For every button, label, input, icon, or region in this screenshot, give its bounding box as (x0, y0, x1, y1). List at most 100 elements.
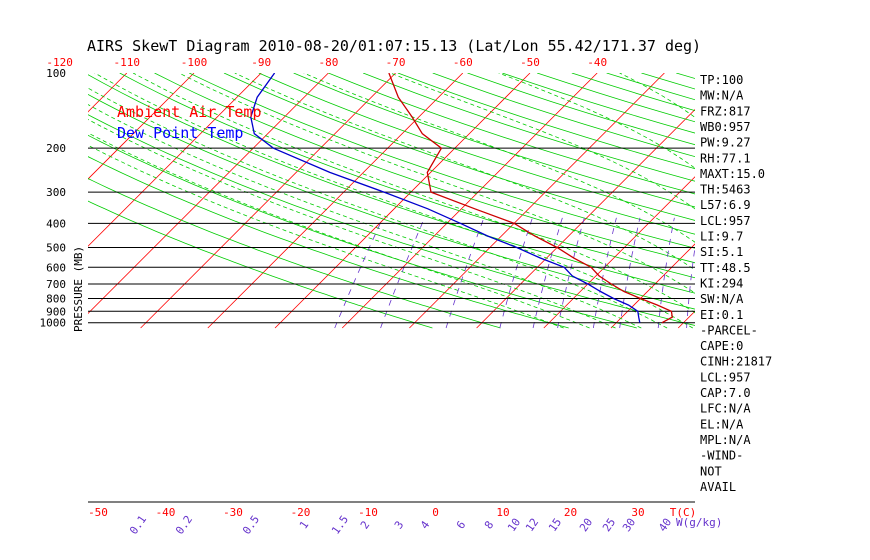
pressure-tick-label: 800 (46, 292, 66, 305)
top-temp-tick-label: -100 (181, 56, 208, 69)
mixing-ratio-tick-label: 20 (577, 516, 595, 534)
dry-adiabat-line (119, 73, 695, 279)
index-label: TH:5463 (700, 183, 751, 197)
pressure-tick-label: 1000 (40, 317, 67, 330)
index-label: LCL:957 (700, 214, 751, 228)
top-temp-tick-label: -70 (386, 56, 406, 69)
mixing-ratio-tick-label: 12 (523, 516, 541, 534)
dry-adiabat-lines (88, 73, 695, 329)
isotherm-line (610, 243, 695, 329)
pressure-tick-label: 300 (46, 186, 66, 199)
dry-adiabat-line (293, 73, 695, 208)
isotherm-line (341, 73, 598, 329)
isotherm-line (274, 73, 531, 329)
pressure-tick-label: 900 (46, 305, 66, 318)
dry-adiabat-line (154, 73, 695, 264)
moist-adiabat-line (88, 87, 668, 329)
moist-adiabat-lines (88, 73, 695, 329)
temp-unit-label: T(C) (670, 506, 697, 519)
pressure-tick-label: 100 (46, 67, 66, 80)
mixing-ratio-line (686, 244, 695, 329)
mixing-ratio-tick-label: 40 (656, 516, 674, 534)
pressure-tick-label: 200 (46, 142, 66, 155)
dry-adiabat-line (88, 114, 695, 326)
moist-adiabat-line (88, 118, 616, 329)
top-temp-tick-label: -60 (453, 56, 473, 69)
mixing-ratio-tick-label: 15 (546, 516, 564, 534)
index-label: PW:9.27 (700, 136, 751, 150)
bottom-temp-tick-label: -20 (291, 506, 311, 519)
moist-adiabat-line (88, 144, 564, 329)
top-temp-tick-label: -110 (114, 56, 141, 69)
moist-adiabat-line (132, 73, 695, 314)
index-label: EI:0.1 (700, 308, 743, 322)
index-label: SW:N/A (700, 292, 744, 306)
mixing-ratio-line (593, 217, 617, 329)
dew-point-temp-line (250, 73, 641, 323)
top-temp-tick-label: -90 (251, 56, 271, 69)
bottom-temp-tick-label: 20 (564, 506, 577, 519)
index-label: KI:294 (700, 276, 743, 290)
dry-adiabat-line (88, 134, 637, 329)
dry-adiabat-line (328, 73, 695, 195)
top-temp-tick-label: -120 (46, 56, 73, 69)
index-label: AVAIL (700, 480, 736, 494)
isotherm-lines (88, 73, 695, 329)
index-label: MW:N/A (700, 89, 744, 103)
index-label: EL:N/A (700, 417, 744, 431)
moist-adiabat-line (88, 104, 642, 329)
mixing-ratio-line (334, 217, 384, 329)
bottom-temp-tick-label: -10 (358, 506, 378, 519)
pressure-tick-label: 600 (46, 261, 66, 274)
index-label: TP:100 (700, 73, 743, 87)
isotherm-line (88, 73, 262, 247)
pressure-tick-label: 500 (46, 242, 66, 255)
chart-title: AIRS SkewT Diagram 2010-08-20/01:07:15.1… (87, 37, 701, 55)
moist-adiabat-line (390, 73, 695, 210)
dry-adiabat-line (258, 73, 695, 221)
mixing-ratio-line (657, 217, 675, 329)
legend-dew-point-temp: Dew Point Temp (117, 124, 243, 142)
index-label: -WIND- (700, 449, 743, 463)
dry-adiabat-line (88, 178, 501, 329)
top-temp-tick-label: -80 (318, 56, 338, 69)
mixing-ratio-line (619, 217, 641, 329)
mixing-ratio-line (499, 217, 533, 329)
isotherm-line (409, 73, 665, 329)
isotherm-line (207, 73, 464, 329)
index-label: -PARCEL- (700, 323, 758, 337)
index-label: CAPE:0 (700, 339, 743, 353)
bottom-temp-tick-label: 10 (496, 506, 509, 519)
index-label: LI:9.7 (700, 230, 743, 244)
index-label: NOT (700, 464, 722, 478)
isotherm-line (88, 73, 329, 314)
index-label: LCL:957 (700, 370, 751, 384)
dry-adiabat-line (88, 200, 433, 329)
index-label: TT:48.5 (700, 261, 751, 275)
dry-adiabat-line (88, 156, 569, 329)
sounding-profiles (250, 73, 674, 324)
index-label: L57:6.9 (700, 198, 751, 212)
mixing-ratio-unit-label: W(g/kg) (676, 516, 722, 529)
index-label: LFC:N/A (700, 402, 751, 416)
y-axis-label: PRESSURE (MB) (72, 246, 85, 332)
mixing-ratio-tick-label: 25 (600, 516, 618, 534)
mixing-ratio-tick-label: 30 (620, 516, 638, 534)
isotherm-line (140, 73, 396, 329)
mixing-ratio-tick-label: 10 (505, 516, 523, 534)
dry-adiabat-line (88, 74, 695, 294)
index-label: CINH:21817 (700, 355, 772, 369)
ambient-air-temp-line (388, 73, 674, 324)
moist-adiabat-line (94, 73, 693, 329)
bottom-temp-tick-label: 30 (631, 506, 644, 519)
top-temp-tick-label: -40 (587, 56, 607, 69)
index-label: FRZ:817 (700, 104, 751, 118)
bottom-temp-tick-label: -50 (88, 506, 108, 519)
bottom-temp-tick-label: -30 (223, 506, 243, 519)
index-label: WB0:957 (700, 120, 751, 134)
index-label: SI:5.1 (700, 245, 743, 259)
mixing-ratio-line (445, 217, 485, 329)
